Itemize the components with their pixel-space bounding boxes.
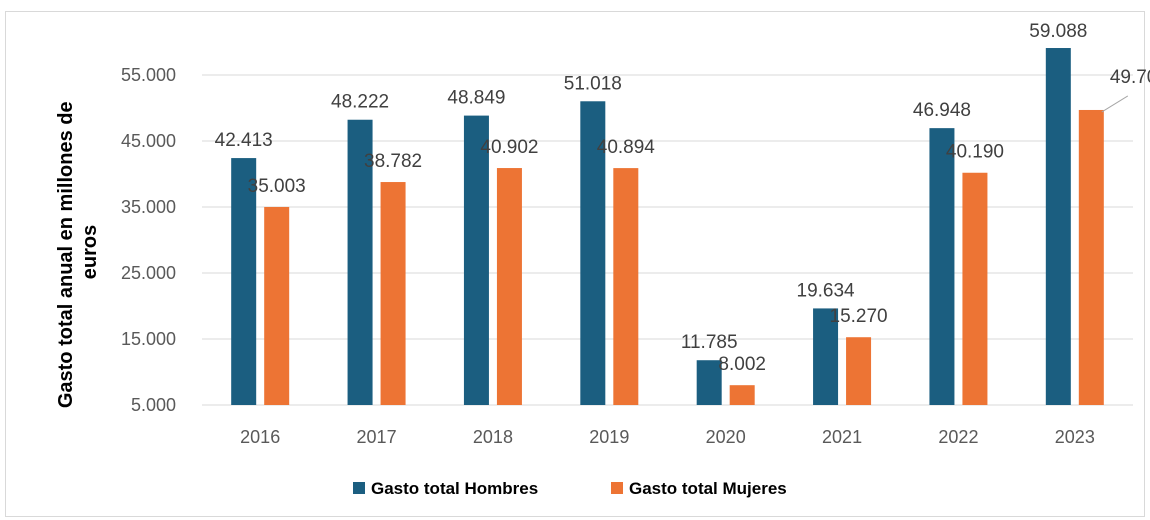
bar-hombres-2020 <box>696 360 722 405</box>
legend: Gasto total Hombres Gasto total Mujeres <box>353 479 787 498</box>
x-tick-label: 2017 <box>357 427 397 447</box>
y-tick-label: 15.000 <box>121 329 176 349</box>
data-label-mujeres-2022: 40.190 <box>946 142 1004 163</box>
y-tick-label: 35.000 <box>121 197 176 217</box>
x-tick-label: 2021 <box>822 427 862 447</box>
y-tick-label: 55.000 <box>121 65 176 85</box>
x-tick-label: 2022 <box>938 427 978 447</box>
data-label-hombres-2019: 51.018 <box>564 73 622 94</box>
bars <box>231 48 1104 406</box>
data-label-mujeres-2018: 40.902 <box>480 137 538 158</box>
bar-hombres-2017 <box>347 119 373 405</box>
data-label-hombres-2017: 48.222 <box>331 92 389 113</box>
y-axis-title: Gasto total anual en millones de euros <box>55 96 101 408</box>
bar-hombres-2022 <box>929 128 955 406</box>
data-label-mujeres-2019: 40.894 <box>597 137 656 158</box>
bar-mujeres-2016 <box>264 206 290 405</box>
legend-label-mujeres: Gasto total Mujeres <box>629 479 787 498</box>
x-tick-label: 2018 <box>473 427 513 447</box>
data-label-hombres-2020: 11.785 <box>681 332 738 353</box>
data-label-mujeres-2023: 49.701 <box>1110 67 1150 88</box>
data-label-hombres-2023: 59.088 <box>1029 21 1087 42</box>
y-axis-ticks: 5.000 15.000 25.000 35.000 45.000 55.000 <box>121 65 176 415</box>
legend-label-hombres: Gasto total Hombres <box>371 479 538 498</box>
bar-mujeres-2019 <box>613 168 639 405</box>
leader-line <box>1101 95 1129 113</box>
bar-mujeres-2017 <box>380 182 406 405</box>
y-tick-label: 25.000 <box>121 263 176 283</box>
data-label-mujeres-2020: 8.002 <box>718 354 766 375</box>
bar-mujeres-2022 <box>962 172 988 405</box>
x-axis-ticks: 2016 2017 2018 2019 2020 2021 2022 2023 <box>240 427 1095 447</box>
gridlines <box>202 74 1133 340</box>
bar-hombres-2023 <box>1045 48 1071 406</box>
bar-hombres-2016 <box>231 158 257 405</box>
bar-mujeres-2021 <box>846 337 872 405</box>
data-labels: 42.413 35.003 48.222 38.782 48.849 40.902 51.0… <box>215 21 1150 375</box>
data-label-hombres-2018: 48.849 <box>447 88 505 109</box>
bar-mujeres-2020 <box>729 385 755 405</box>
data-label-hombres-2021: 19.634 <box>797 280 856 301</box>
y-axis-title-line-1: Gasto total anual en millones de <box>55 101 77 408</box>
legend-swatch-mujeres <box>611 482 623 494</box>
x-tick-label: 2016 <box>240 427 280 447</box>
data-label-mujeres-2017: 38.782 <box>364 151 422 172</box>
y-axis-title-line-2: euros <box>79 225 101 279</box>
bar-hombres-2021 <box>813 308 839 405</box>
bar-hombres-2018 <box>463 115 489 405</box>
x-tick-label: 2020 <box>706 427 746 447</box>
x-tick-label: 2023 <box>1055 427 1095 447</box>
bar-mujeres-2018 <box>496 168 522 405</box>
chart-frame <box>5 11 1145 517</box>
y-tick-label: 45.000 <box>121 131 176 151</box>
data-label-mujeres-2021: 15.270 <box>830 306 888 327</box>
data-label-hombres-2016: 42.413 <box>215 130 273 151</box>
legend-swatch-hombres <box>353 482 365 494</box>
bar-hombres-2019 <box>580 101 606 406</box>
x-tick-label: 2019 <box>589 427 629 447</box>
data-label-mujeres-2016: 35.003 <box>248 176 306 197</box>
data-label-hombres-2022: 46.948 <box>913 100 971 121</box>
bar-mujeres-2023 <box>1078 109 1104 406</box>
y-tick-label: 5.000 <box>131 395 176 415</box>
